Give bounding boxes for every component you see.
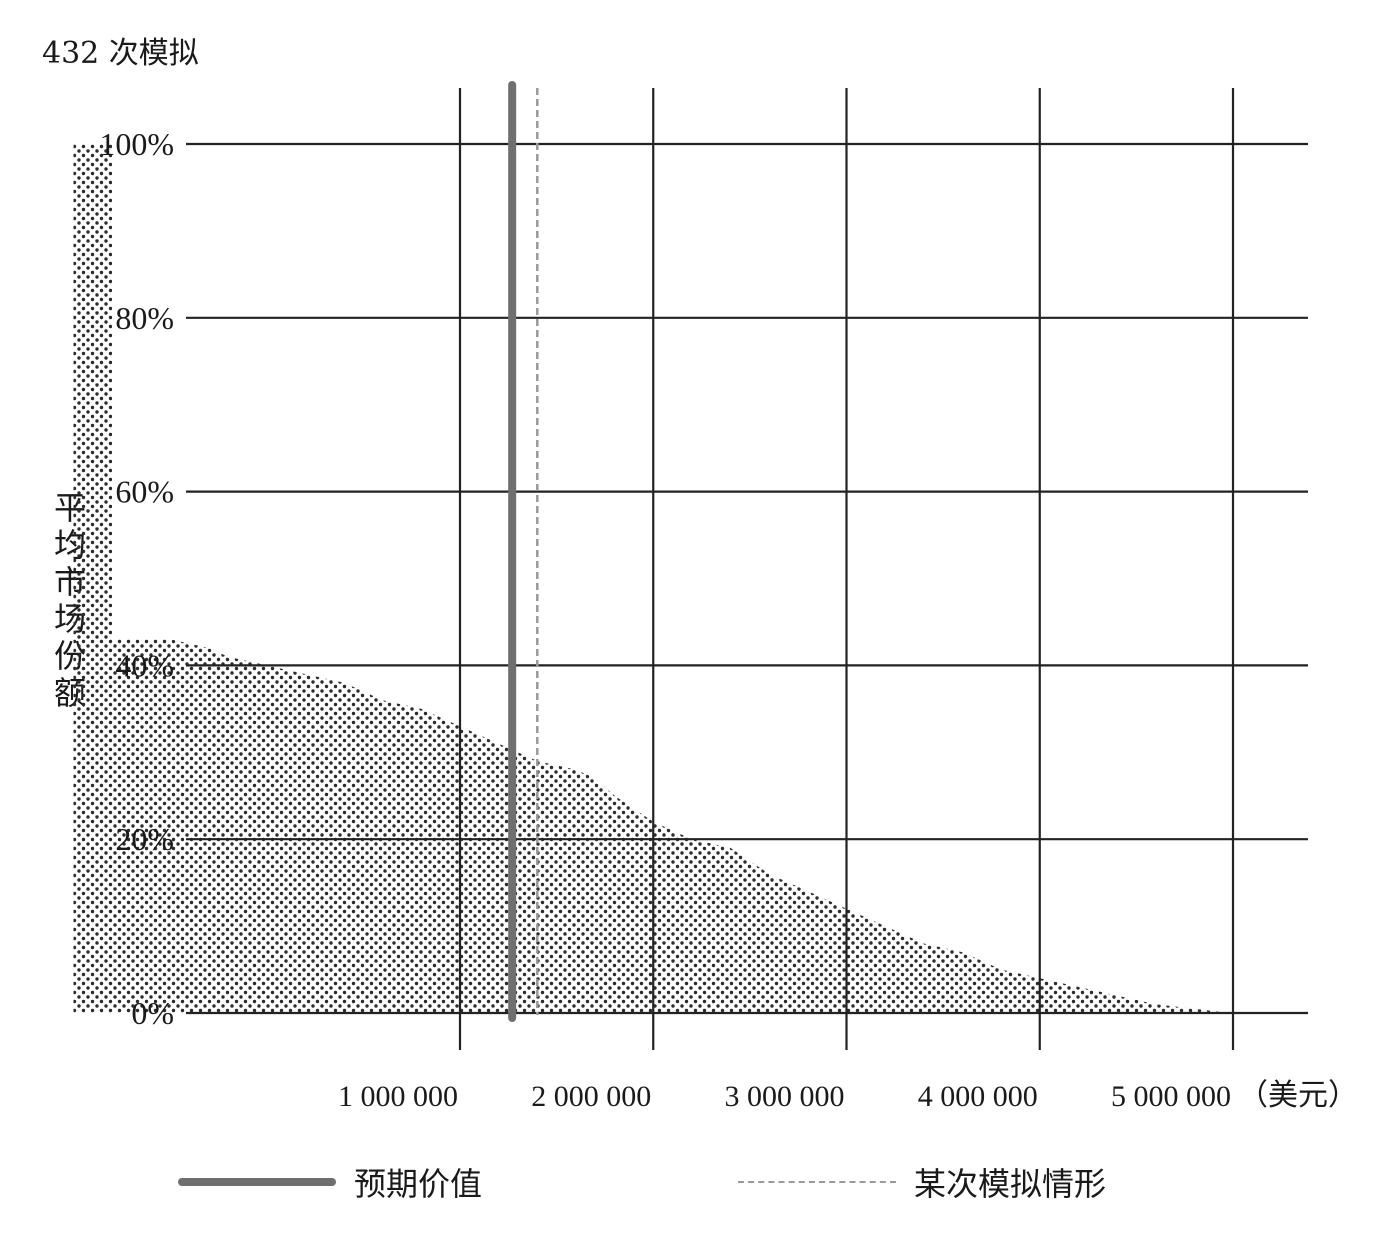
legend-expected-value: 预期价值 xyxy=(178,1160,482,1204)
legend-simulation-label: 某次模拟情形 xyxy=(914,1165,1107,1203)
y-tick-label: 40% xyxy=(115,647,174,683)
x-tick-label: 1 000 000 xyxy=(338,1080,458,1113)
x-tick-label: 5 000 000 xyxy=(1111,1080,1231,1113)
market-share-area xyxy=(73,144,1230,1013)
legend-simulation: 某次模拟情形 xyxy=(738,1160,1106,1204)
y-tick-label: 0% xyxy=(131,995,174,1031)
y-tick-label: 100% xyxy=(99,126,174,162)
y-tick-label: 60% xyxy=(115,474,174,510)
x-axis-unit: （美元） xyxy=(1238,1078,1358,1113)
legend-expected-label: 预期价值 xyxy=(354,1165,483,1203)
x-tick-label: 4 000 000 xyxy=(918,1080,1038,1113)
legend-solid-line-swatch xyxy=(178,1178,336,1186)
x-tick-label: 2 000 000 xyxy=(531,1080,651,1113)
legend-dashed-line-swatch xyxy=(738,1181,896,1183)
y-tick-label: 80% xyxy=(115,300,174,336)
y-tick-label: 20% xyxy=(115,821,174,857)
chart-title: 432 次模拟 xyxy=(42,36,199,71)
x-tick-label: 3 000 000 xyxy=(725,1080,845,1113)
